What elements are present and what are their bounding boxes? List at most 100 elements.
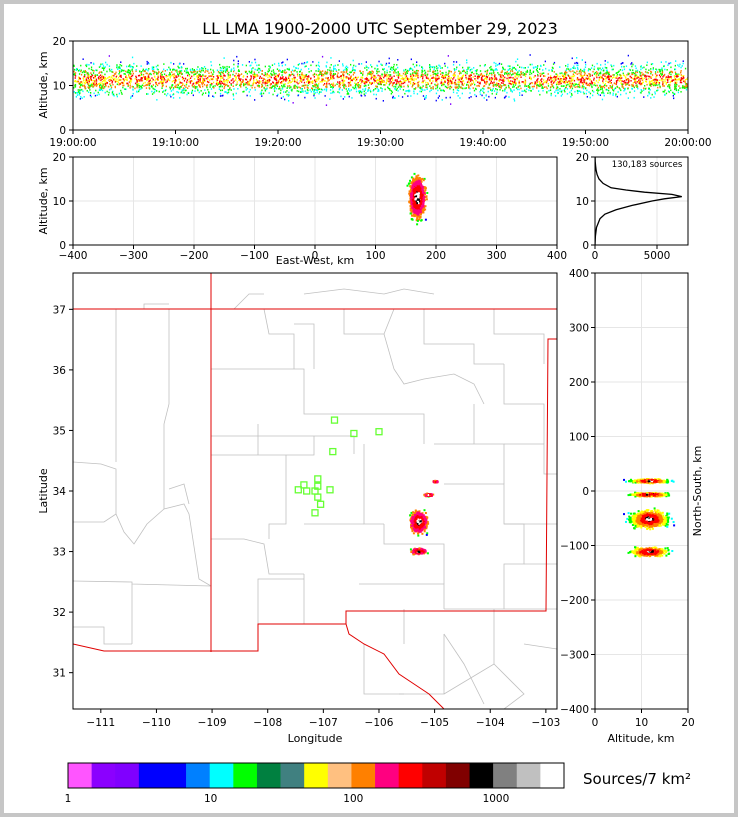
- source-point: [288, 77, 290, 79]
- source-point: [347, 81, 350, 84]
- source-point: [465, 74, 467, 77]
- source-point: [621, 83, 623, 86]
- source-point: [104, 76, 107, 79]
- source-point: [646, 71, 648, 74]
- source-point: [139, 85, 141, 88]
- source-point: [634, 75, 636, 77]
- source-point: [513, 98, 515, 100]
- source-point: [162, 81, 164, 83]
- source-point: [570, 83, 573, 85]
- source-point: [536, 79, 539, 81]
- source-point: [511, 66, 514, 69]
- source-point: [629, 91, 631, 94]
- source-point: [359, 79, 361, 82]
- source-point: [434, 70, 437, 72]
- source-point: [468, 97, 470, 99]
- source-point: [233, 80, 235, 82]
- source-point: [499, 84, 501, 86]
- source-point: [318, 65, 320, 68]
- source-point: [162, 84, 164, 87]
- source-point: [218, 74, 220, 77]
- source-point: [301, 81, 303, 83]
- source-point: [131, 68, 133, 71]
- source-point: [590, 80, 593, 82]
- source-point: [581, 75, 583, 77]
- source-point: [680, 71, 682, 74]
- source-point: [333, 77, 335, 80]
- source-point: [147, 82, 149, 85]
- source-point: [365, 81, 367, 83]
- source-point: [673, 79, 675, 81]
- source-point: [561, 74, 563, 76]
- source-point: [429, 66, 431, 69]
- source-point: [149, 82, 151, 85]
- source-point: [442, 72, 444, 74]
- source-point: [584, 66, 587, 68]
- source-point: [604, 66, 606, 69]
- source-point: [388, 62, 390, 64]
- source-point: [175, 86, 177, 88]
- source-point: [604, 60, 606, 62]
- source-point: [381, 64, 383, 66]
- source-point: [646, 83, 648, 86]
- source-point: [285, 76, 287, 79]
- source-point: [352, 59, 354, 62]
- source-point: [158, 71, 160, 73]
- source-point: [402, 78, 404, 80]
- source-point: [471, 68, 473, 71]
- source-point: [238, 78, 241, 80]
- source-point: [479, 91, 481, 93]
- source-point: [89, 85, 91, 87]
- source-point: [194, 71, 196, 73]
- source-point: [270, 76, 272, 79]
- source-point: [475, 72, 478, 75]
- source-point: [540, 79, 542, 81]
- source-point: [445, 96, 447, 99]
- source-point: [232, 78, 234, 80]
- source-point: [516, 78, 518, 81]
- source-point: [435, 65, 438, 68]
- source-point: [197, 89, 199, 92]
- source-point: [507, 79, 509, 81]
- source-point: [253, 77, 255, 80]
- source-point: [305, 65, 307, 67]
- source-point: [143, 85, 145, 87]
- source-point: [355, 79, 357, 82]
- source-point: [659, 70, 661, 73]
- source-point: [335, 70, 338, 72]
- source-point: [330, 83, 333, 86]
- source-point: [555, 77, 557, 79]
- source-point: [408, 89, 410, 92]
- source-point: [80, 69, 82, 72]
- source-point: [126, 71, 128, 74]
- source-point: [242, 76, 244, 78]
- source-point: [279, 76, 282, 79]
- source-point: [280, 71, 282, 73]
- source-point: [571, 94, 573, 96]
- source-point: [426, 84, 428, 86]
- source-point: [176, 69, 178, 72]
- source-point: [422, 80, 424, 82]
- altitude-tick-label: 10: [53, 81, 66, 93]
- source-point: [620, 82, 622, 84]
- source-point: [519, 85, 521, 87]
- source-point: [368, 79, 370, 82]
- source-point: [605, 73, 607, 75]
- source-point: [282, 80, 284, 82]
- source-point: [422, 70, 424, 72]
- source-point: [570, 84, 573, 87]
- source-point: [589, 68, 591, 71]
- source-point: [351, 97, 353, 99]
- source-point: [188, 78, 190, 81]
- source-point: [112, 83, 114, 86]
- source-point: [427, 78, 430, 80]
- source-point: [267, 70, 269, 73]
- source-point: [73, 73, 76, 76]
- source-point: [447, 79, 449, 82]
- source-point: [232, 81, 234, 84]
- source-point: [588, 77, 590, 80]
- source-point: [497, 72, 499, 74]
- source-point: [603, 92, 605, 95]
- source-point: [436, 81, 438, 83]
- source-point: [595, 74, 597, 77]
